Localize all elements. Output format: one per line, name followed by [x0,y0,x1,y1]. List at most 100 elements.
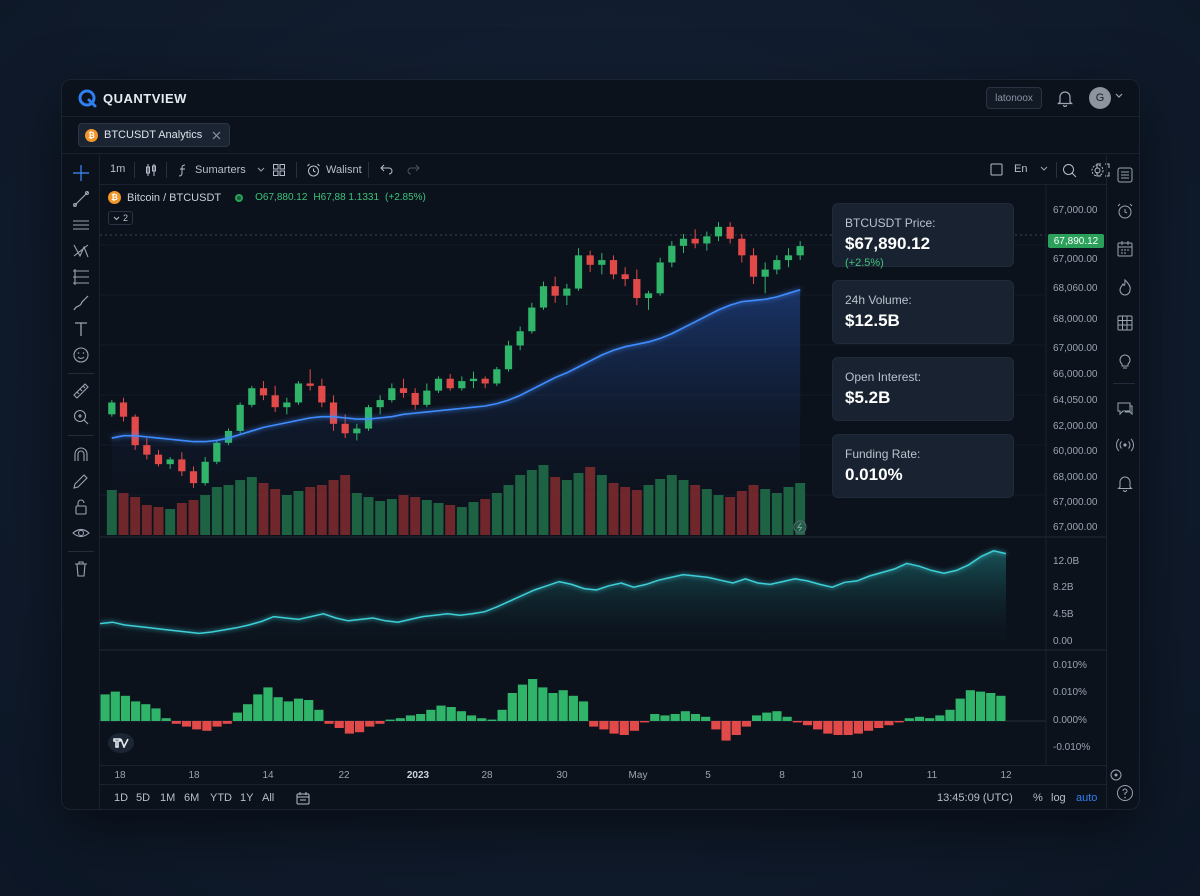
chart-type-button[interactable] [144,163,158,177]
range-button-all[interactable]: All [262,792,275,804]
funding-bar [670,714,680,721]
funding-bar [354,721,365,733]
fullscreen-layout-toggle[interactable] [990,163,1003,176]
close-icon[interactable] [212,131,221,140]
bottom-bar: 18 18 14 22 2023 28 30 May 5 8 10 11 12 13:45:09 (UT… [100,765,1122,809]
interval-label: 1m [110,163,126,175]
price-chart-svg[interactable] [100,185,1106,765]
time-axis[interactable]: 18 18 14 22 2023 28 30 May 5 8 10 11 12 [100,765,1106,785]
funding-bar [823,721,833,734]
volume-bar [176,503,187,535]
hotlist-button[interactable] [1115,277,1135,297]
brush-icon [73,295,89,311]
time-axis-label: 10 [851,770,863,781]
percent-scale-toggle[interactable]: % [1033,792,1043,804]
range-button-5d[interactable]: 5D [136,792,151,804]
funding-bar [914,716,925,721]
fullscreen-button[interactable] [1096,163,1110,182]
watchlist-button[interactable] [1115,165,1135,185]
parallel-channel-tool[interactable] [71,215,91,235]
volume-bar [596,475,607,535]
time-axis-label: May [628,770,648,781]
funding-bar [120,695,131,721]
lightning-icon [793,520,807,534]
candle-body [504,345,513,370]
range-button-6m[interactable]: 6M [184,792,200,804]
moving-average-area [111,289,801,537]
language-selector[interactable]: En [1014,163,1048,175]
time-axis-label: 11 [926,770,938,781]
funding-bar [293,698,304,721]
pattern-tool[interactable] [71,241,91,261]
funding-bar [538,687,548,721]
funding-bar [528,679,538,721]
volume-bar [538,465,549,535]
range-button-ytd[interactable]: YTD [210,792,232,804]
function-icon [178,164,186,177]
funding-axis-label: 0.010% [1053,687,1087,698]
range-button-1d[interactable]: 1D [114,792,129,804]
symbol-name[interactable]: Bitcoin / BTCUSDT [127,191,222,204]
undo-button[interactable] [380,163,394,175]
volume-bar [375,501,386,535]
emoji-tool[interactable] [71,345,91,365]
visibility-tool[interactable] [71,523,91,543]
text-tool[interactable] [71,319,91,339]
tab-btcusdt-analytics[interactable]: ₿ BTCUSDT Analytics [78,123,231,147]
avatar[interactable]: G [1089,87,1111,109]
lock-drawings-tool[interactable] [71,471,91,491]
crosshair-tool[interactable] [71,163,91,183]
alerts-button[interactable] [1115,201,1135,221]
streams-button[interactable] [1115,435,1135,455]
auto-scale-toggle[interactable]: auto [1076,792,1098,804]
moving-average-line [111,288,801,443]
notification-bell-icon[interactable] [1057,89,1073,107]
oi-line [100,550,1007,635]
funding-bar [548,693,558,721]
chevron-down-icon [113,216,120,220]
candle-body [714,226,723,237]
trendline-tool[interactable] [71,189,91,209]
funding-bar [243,704,253,721]
layout-button[interactable] [272,163,286,177]
trash-icon [75,561,87,577]
redo-button[interactable] [406,163,420,175]
log-scale-toggle[interactable]: log [1051,792,1066,804]
goto-date-icon[interactable] [296,792,310,805]
candle-body [154,454,163,465]
candle-body [586,255,594,265]
time-axis-settings-icon[interactable] [1110,769,1122,781]
chat-button[interactable] [1115,399,1135,419]
candle-body [784,255,793,261]
ruler-tool[interactable] [71,381,91,401]
utc-clock[interactable]: 13:45:09 (UTC) [937,792,1013,804]
price-card-value: $67,890.12 [845,234,931,253]
notifications-button[interactable] [1115,473,1135,493]
time-axis-label: 8 [779,770,785,781]
delete-tool[interactable] [71,559,91,579]
funding-bar [589,721,599,727]
chart-area[interactable]: ₿ Bitcoin / BTCUSDT O67,880.12 H67,88 1.… [100,185,1106,765]
fib-tool[interactable] [71,267,91,287]
tradingview-logo[interactable] [108,733,134,753]
range-button-1m[interactable]: 1M [160,792,176,804]
interval-selector[interactable]: 1m [110,163,125,175]
logo[interactable]: QUANTVIEW [77,88,187,108]
alert-button[interactable]: Walisnt [306,163,362,177]
brush-tool[interactable] [71,293,91,313]
zoom-tool[interactable] [71,407,91,427]
lock-tool[interactable] [71,497,91,517]
help-button[interactable] [1115,783,1135,803]
volume-bar [608,483,619,535]
chevron-down-icon[interactable] [1115,93,1123,99]
calendar-button[interactable] [1115,239,1135,259]
language-label: En [1014,163,1028,175]
collapse-indicators-button[interactable]: 2 [108,211,134,225]
account-button[interactable]: latonoox [986,87,1042,109]
chart-search-button[interactable] [1062,163,1077,178]
ideas-button[interactable] [1115,351,1135,371]
magnet-tool[interactable] [71,445,91,465]
indicators-button[interactable]: Sumarters [176,163,265,177]
range-button-1y[interactable]: 1Y [240,792,254,804]
data-window-button[interactable] [1115,313,1135,333]
